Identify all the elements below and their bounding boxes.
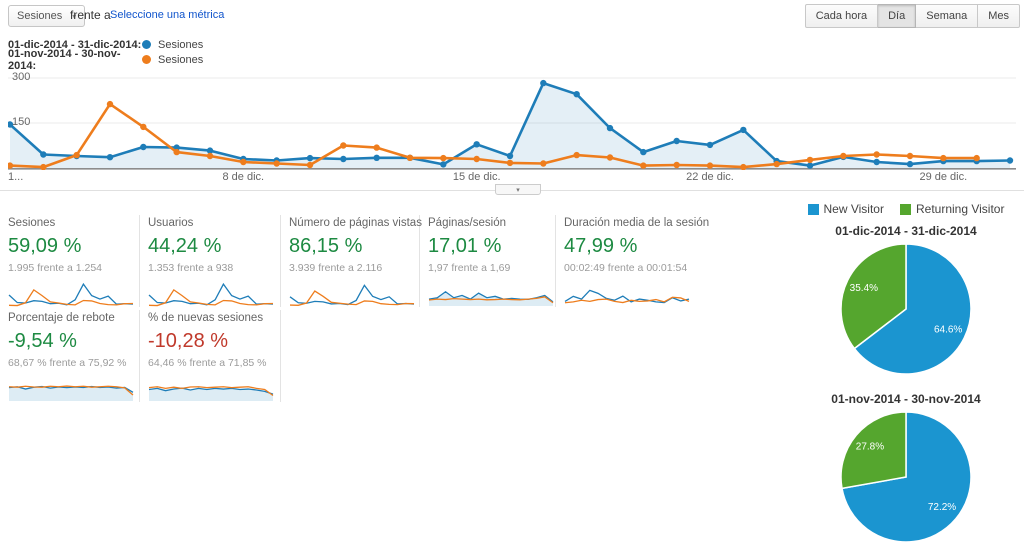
legend-series-name: Sesiones — [158, 53, 204, 66]
x-axis-tick-label: 15 de dic. — [452, 171, 501, 183]
scorecard-comparison: 3.939 frente a 2.116 — [289, 262, 383, 274]
scorecard-usuarios: Usuarios 44,24 % 1.353 frente a 938 — [140, 215, 281, 307]
series-color-dot — [142, 40, 151, 49]
pie-chart-visitors-december[interactable]: 64.6% 35.4% — [839, 242, 973, 376]
scorecard-sesiones: Sesiones 59,09 % 1.995 frente a 1.254 — [0, 215, 140, 307]
visitor-legend-item: New Visitor — [807, 202, 884, 216]
y-axis-tick-label: 300 — [12, 71, 31, 83]
granularity-button-mes[interactable]: Mes — [978, 4, 1020, 28]
metric-select-dropdown[interactable]: Sesiones ▾ — [8, 5, 86, 27]
scorecard-sparkline — [564, 289, 690, 304]
granularity-button-cada-hora[interactable]: Cada hora — [804, 4, 879, 28]
scorecard-sparkline — [8, 282, 134, 307]
pie-charts: 01-dic-2014 - 31-dic-2014 64.6% 35.4% 01-no… — [788, 224, 1024, 544]
scorecard-title: Porcentaje de rebote — [8, 312, 115, 324]
x-axis-tick-label: 22 de dic. — [686, 171, 734, 183]
scorecard-n-mero-de-p-ginas-vistas: Número de páginas vistas 86,15 % 3.939 fre… — [281, 215, 422, 307]
scorecard-sparkline — [148, 282, 274, 307]
granularity-button-semana[interactable]: Semana — [916, 4, 979, 28]
scorecard-percent: 17,01 % — [428, 235, 502, 257]
timeline-expander-tab[interactable]: ▾ — [495, 184, 541, 195]
x-axis-tick-label: 1... — [8, 171, 24, 183]
pie-slice-label: 27.8% — [856, 441, 884, 452]
legend-color-swatch — [899, 203, 911, 215]
chart-legend-row: 01-nov-2014 - 30-nov-2014: Sesiones — [8, 48, 204, 72]
pie-block-01-nov-2014-30-nov-2014: 01-nov-2014 - 30-nov-2014 72.2% 27.8% — [788, 392, 1024, 544]
scorecard-title: Número de páginas vistas — [289, 217, 422, 229]
scorecard-sparkline — [289, 284, 415, 306]
scorecard-comparison: 68,67 % frente a 75,92 % — [8, 357, 127, 369]
visitor-legend-item: Returning Visitor — [899, 202, 1005, 216]
chevron-down-icon: ▾ — [516, 186, 520, 194]
pie-slice-returning-visitor[interactable] — [840, 411, 907, 490]
pie-title: 01-nov-2014 - 30-nov-2014 — [831, 392, 981, 406]
granularity-button-d-a[interactable]: Día — [878, 4, 917, 28]
scorecard-percent: 47,99 % — [564, 235, 638, 257]
pie-chart-visitors-november[interactable]: 72.2% 27.8% — [839, 410, 973, 544]
scorecard-percent: 86,15 % — [289, 235, 363, 257]
pie-slice-label: 35.4% — [850, 283, 878, 294]
x-axis-labels: 1... 8 de dic. 15 de dic. 22 de dic. 29 de d… — [8, 171, 1016, 185]
scorecard-percent: 44,24 % — [148, 235, 222, 257]
sessions-timeline-chart[interactable] — [8, 70, 1016, 170]
scorecard-de-nuevas-sesiones: % de nuevas sesiones -10,28 % 64,46 % fren… — [140, 310, 281, 402]
vs-label: frente a — [70, 8, 111, 22]
legend-date-range: 01-dic-2014 - 31-dic-2014: — [8, 38, 142, 51]
x-axis-tick-label: 29 de dic. — [919, 171, 968, 183]
scorecard-comparison: 1.353 frente a 938 — [148, 262, 234, 274]
scorecard-title: Duración media de la sesión — [564, 217, 710, 229]
scorecard-title: Usuarios — [148, 217, 194, 229]
chart-legend-row: 01-dic-2014 - 31-dic-2014: Sesiones — [8, 37, 203, 52]
scorecard-porcentaje-de-rebote: Porcentaje de rebote -9,54 % 68,67 % frent… — [0, 310, 140, 402]
scorecard-comparison: 1,97 frente a 1,69 — [428, 262, 511, 274]
scorecard-percent: 59,09 % — [8, 235, 82, 257]
metric-select-label: Sesiones — [17, 10, 63, 22]
visitor-legend: New Visitor Returning Visitor — [788, 202, 1024, 216]
scorecard-comparison: 64,46 % frente a 71,85 % — [148, 357, 267, 369]
scorecard-title: Páginas/sesión — [428, 217, 506, 229]
scorecard-percent: -10,28 % — [148, 330, 229, 352]
pie-slice-label: 64.6% — [934, 324, 962, 335]
scorecard-comparison: 1.995 frente a 1.254 — [8, 262, 102, 274]
scorecard-comparison: 00:02:49 frente a 00:01:54 — [564, 262, 688, 274]
pie-block-01-dic-2014-31-dic-2014: 01-dic-2014 - 31-dic-2014 64.6% 35.4% — [788, 224, 1024, 376]
pie-slice-label: 72.2% — [928, 502, 956, 513]
legend-date-range: 01-nov-2014 - 30-nov-2014: — [8, 47, 121, 72]
scorecard-title: % de nuevas sesiones — [148, 312, 264, 324]
legend-label: New Visitor — [823, 202, 884, 216]
scorecard-row-2: Porcentaje de rebote -9,54 % 68,67 % frent… — [0, 310, 281, 402]
x-axis-tick-label: 8 de dic. — [222, 171, 265, 183]
scorecard-sparkline — [428, 290, 554, 306]
scorecard-title: Sesiones — [8, 217, 56, 229]
series-color-dot — [142, 55, 151, 64]
scorecard-duraci-n-media-de-la-sesi-n: Duración media de la sesión 47,99 % 00:02:… — [556, 215, 726, 307]
pie-slice-new-visitor[interactable] — [853, 243, 972, 375]
scorecard-row-1: Sesiones 59,09 % 1.995 frente a 1.254 Usuar… — [0, 215, 726, 307]
visitor-type-panel: New Visitor Returning Visitor 01-dic-2014… — [788, 202, 1024, 544]
scorecard-sparkline — [8, 385, 134, 401]
scorecard-percent: -9,54 % — [8, 330, 77, 352]
pie-title: 01-dic-2014 - 31-dic-2014 — [835, 224, 977, 238]
select-metric-link[interactable]: Seleccione una métrica — [110, 9, 225, 21]
scorecard-p-ginas-sesi-n: Páginas/sesión 17,01 % 1,97 frente a 1,69 — [420, 215, 556, 307]
legend-color-swatch — [807, 203, 819, 215]
scorecard-sparkline — [148, 386, 274, 401]
granularity-button-group: Cada hora Día Semana Mes — [804, 4, 1020, 28]
chevron-down-icon: ▾ — [72, 11, 77, 21]
chart-legend: 01-dic-2014 - 31-dic-2014: Sesiones 01-nov… — [8, 37, 204, 72]
pie-slice-returning-visitor[interactable] — [840, 243, 907, 350]
legend-label: Returning Visitor — [915, 202, 1005, 216]
y-axis-tick-label: 150 — [12, 116, 31, 128]
legend-series-name: Sesiones — [158, 38, 204, 51]
